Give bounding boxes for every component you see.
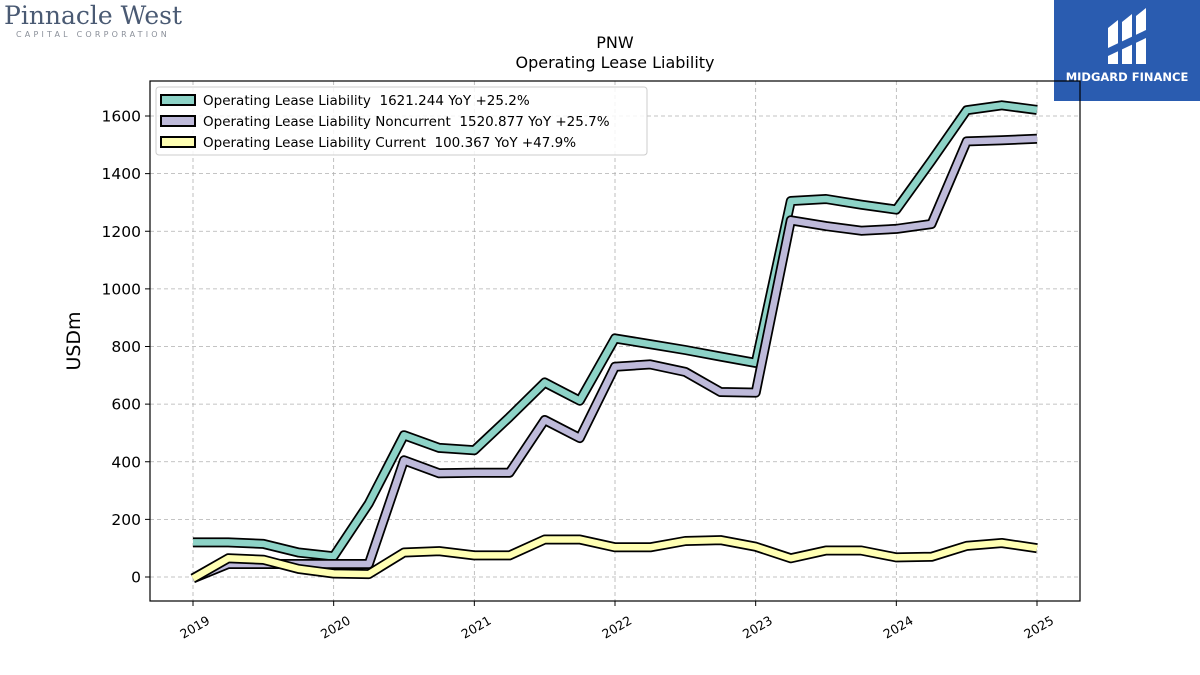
- y-tick-label: 1000: [102, 280, 141, 298]
- y-tick-label: 1600: [102, 108, 141, 126]
- logo-left-subtitle: CAPITAL CORPORATION: [16, 30, 170, 39]
- series-line-total: [193, 102, 1038, 560]
- logo-left-name: Pinnacle West: [4, 1, 182, 30]
- x-tick-label: 2022: [599, 613, 634, 642]
- pinnacle-west-logo: Pinnacle West CAPITAL CORPORATION: [4, 2, 194, 42]
- legend-swatch-noncurrent: [160, 115, 196, 127]
- series-outline-noncurrent: [191, 133, 1038, 584]
- y-axis-label: USDm: [63, 311, 85, 370]
- midgard-finance-logo: MIDGARD FINANCE: [1054, 0, 1200, 101]
- chart-subtitle: Operating Lease Liability: [515, 53, 714, 72]
- x-tick-label: 2020: [318, 613, 353, 642]
- y-tick-label: 1200: [102, 223, 141, 241]
- series-line-current: [191, 536, 1038, 582]
- legend-label-noncurrent: Operating Lease Liability Noncurrent 152…: [203, 114, 610, 130]
- x-tick-label: 2024: [881, 613, 916, 642]
- y-tick-label: 200: [111, 511, 141, 529]
- legend-box: [155, 86, 648, 156]
- legend-label-current: Operating Lease Liability Current 100.36…: [203, 135, 576, 151]
- legend: Operating Lease Liability 1621.244 YoY +…: [155, 86, 648, 156]
- y-tick-label: 0: [131, 569, 141, 587]
- x-tick-label: 2025: [1021, 613, 1056, 642]
- y-axis-ticks: 0 200 400 600 800 1000 1200 1400 1600: [102, 108, 150, 587]
- series-line-noncurrent: [191, 135, 1038, 582]
- x-axis-ticks: 2019 2020 2021 2022 2023 2024 2025: [177, 601, 1056, 642]
- legend-label-total: Operating Lease Liability 1621.244 YoY +…: [203, 93, 530, 109]
- x-tick-label: 2021: [459, 613, 494, 642]
- logo-right-name: MIDGARD FINANCE: [1065, 70, 1189, 84]
- legend-swatch-current: [160, 136, 196, 148]
- chart-title: PNW: [596, 33, 634, 52]
- midgard-logo-icon: [1108, 8, 1146, 64]
- y-tick-label: 600: [111, 396, 141, 414]
- x-tick-label: 2019: [177, 613, 212, 642]
- series-lines: [190, 100, 1038, 584]
- y-tick-label: 1400: [102, 165, 141, 183]
- x-tick-label: 2023: [740, 613, 775, 642]
- legend-swatch-total: [160, 94, 196, 106]
- y-tick-label: 800: [111, 338, 141, 356]
- y-tick-label: 400: [111, 453, 141, 471]
